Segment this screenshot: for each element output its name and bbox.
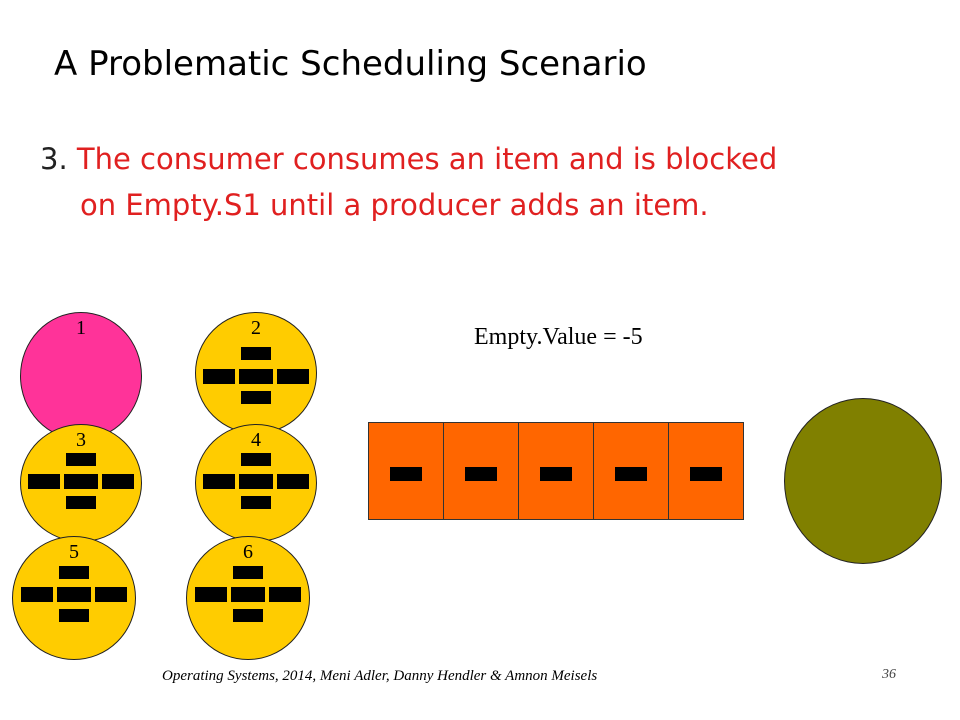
cross-block xyxy=(57,587,91,602)
cross-block xyxy=(66,453,96,466)
page-number: 36 xyxy=(882,667,896,682)
queue-cell xyxy=(443,422,519,520)
cross-block xyxy=(64,474,98,489)
idle-process-circle xyxy=(784,398,942,564)
cross-block xyxy=(233,609,263,622)
cross-block xyxy=(203,474,235,489)
cross-block xyxy=(66,496,96,509)
cross-block xyxy=(239,369,273,384)
cross-block xyxy=(241,347,271,360)
bullet-number: 3. xyxy=(40,142,68,176)
bullet-line-2: on Empty.S1 until a producer adds an ite… xyxy=(80,188,709,222)
cross-block xyxy=(269,587,301,602)
cross-block xyxy=(241,391,271,404)
process-1-circle: 1 xyxy=(20,312,142,440)
cross-block xyxy=(277,474,309,489)
process-3-label: 3 xyxy=(76,429,86,451)
cross-block xyxy=(59,566,89,579)
queue-item xyxy=(390,467,422,481)
cross-block xyxy=(59,609,89,622)
queue-cell xyxy=(518,422,594,520)
cross-block xyxy=(28,474,60,489)
cross-block xyxy=(233,566,263,579)
queue-item xyxy=(540,467,572,481)
cross-block xyxy=(195,587,227,602)
process-3-circle: 3 xyxy=(20,424,142,542)
process-6-label: 6 xyxy=(243,541,253,563)
process-5-circle: 5 xyxy=(12,536,136,660)
cross-block xyxy=(239,474,273,489)
bullet-point: 3. The consumer consumes an item and is … xyxy=(40,136,940,228)
process-4-circle: 4 xyxy=(195,424,317,542)
queue-cell xyxy=(368,422,444,520)
slide-title: A Problematic Scheduling Scenario xyxy=(54,44,647,84)
cross-block xyxy=(21,587,53,602)
process-1-label: 1 xyxy=(76,317,86,339)
queue-item xyxy=(465,467,497,481)
queue-cell xyxy=(593,422,669,520)
bullet-line-1: The consumer consumes an item and is blo… xyxy=(76,142,778,176)
semaphore-value-label: Empty.Value = -5 xyxy=(474,324,643,350)
cross-block xyxy=(102,474,134,489)
process-2-label: 2 xyxy=(251,317,261,339)
process-6-circle: 6 xyxy=(186,536,310,660)
cross-block xyxy=(241,496,271,509)
process-4-label: 4 xyxy=(251,429,261,451)
queue-item xyxy=(690,467,722,481)
cross-block xyxy=(203,369,235,384)
cross-block xyxy=(231,587,265,602)
footer-credit: Operating Systems, 2014, Meni Adler, Dan… xyxy=(162,668,598,684)
cross-block xyxy=(241,453,271,466)
cross-block xyxy=(277,369,309,384)
process-2-circle: 2 xyxy=(195,312,317,434)
cross-block xyxy=(95,587,127,602)
process-5-label: 5 xyxy=(69,541,79,563)
queue-item xyxy=(615,467,647,481)
queue-cell xyxy=(668,422,744,520)
